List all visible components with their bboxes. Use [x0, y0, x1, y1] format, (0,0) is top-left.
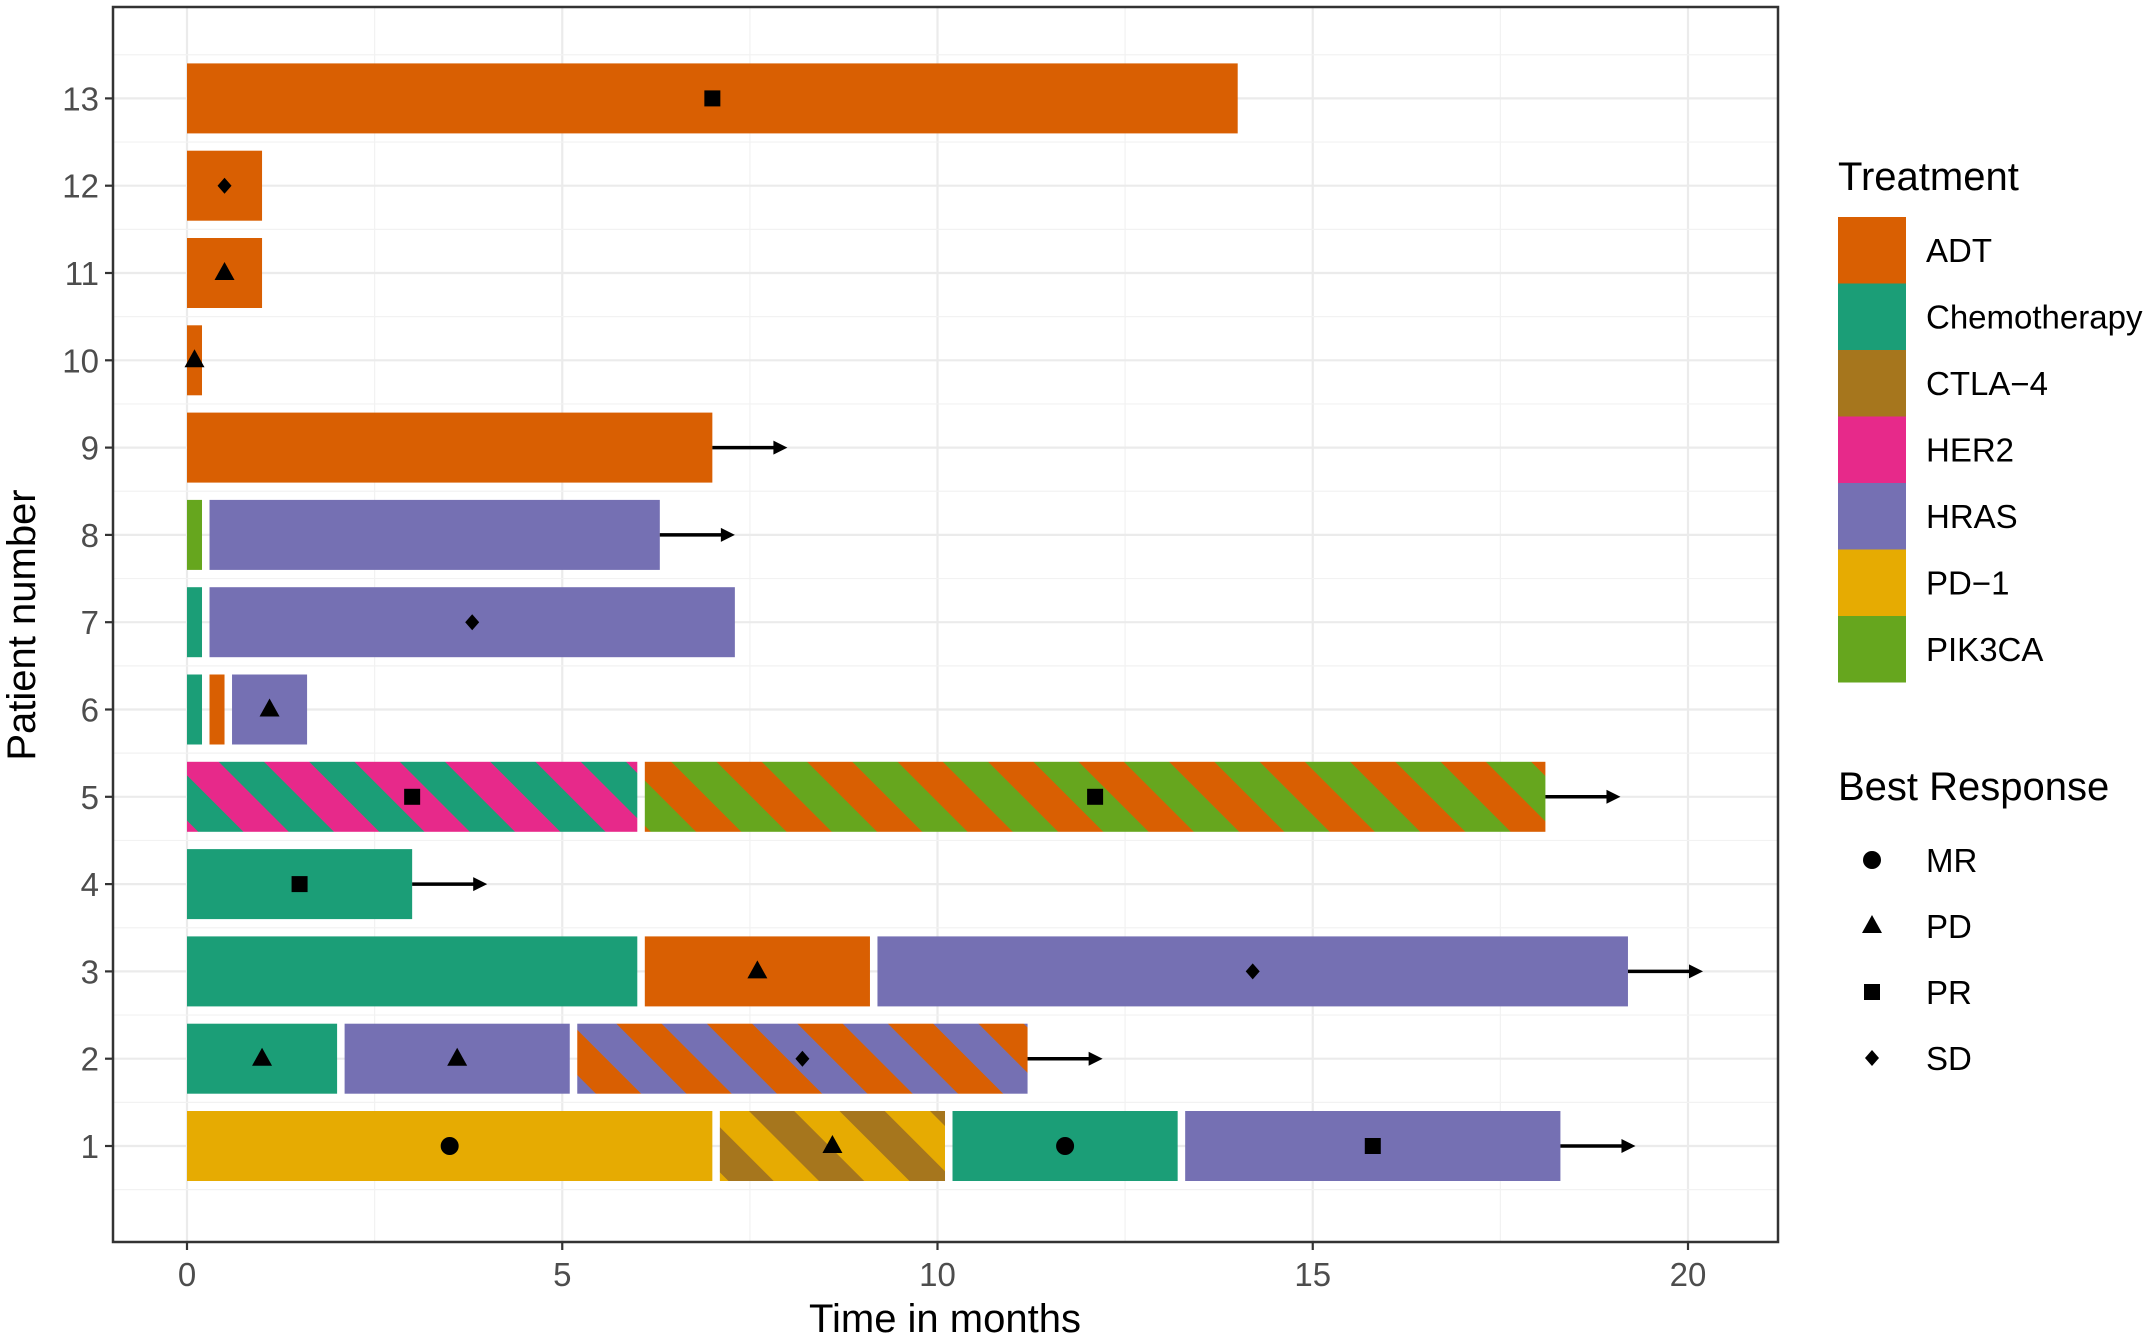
- marker-pd-patient-2: [447, 1047, 468, 1066]
- legend-label-adt: ADT: [1926, 232, 1992, 269]
- ongoing-arrowhead-patient-9: [773, 440, 788, 455]
- legend-marker-pr: [1864, 984, 1880, 1000]
- y-tick-label-8: 8: [81, 517, 99, 554]
- response-legend-title: Best Response: [1838, 765, 2109, 809]
- legend-label-mr: MR: [1926, 842, 1977, 879]
- marker-pr-patient-1: [1364, 1138, 1381, 1154]
- marker-pd-patient-10: [184, 349, 205, 368]
- response-markers: [184, 90, 1704, 1155]
- x-tick-label-20: 20: [1670, 1256, 1707, 1293]
- legend-marker-sd: [1865, 1050, 1879, 1066]
- ongoing-arrowhead-patient-4: [473, 877, 488, 892]
- marker-pr-patient-5: [404, 788, 421, 805]
- legend-swatch-her2: [1838, 416, 1906, 483]
- legend-marker-mr: [1863, 851, 1881, 869]
- y-tick-label-7: 7: [81, 604, 99, 641]
- marker-pd-patient-2: [252, 1047, 273, 1066]
- y-tick-label-12: 12: [62, 168, 99, 205]
- y-tick-label-9: 9: [81, 430, 99, 467]
- y-axis-title: Patient number: [0, 489, 44, 760]
- y-tick-label-6: 6: [81, 692, 99, 729]
- legend-swatch-chemotherapy: [1838, 283, 1906, 350]
- legend-label-ctla-4: CTLA−4: [1926, 365, 2048, 402]
- marker-sd-patient-12: [217, 177, 232, 194]
- legend-label-pik3ca: PIK3CA: [1926, 631, 2043, 668]
- marker-pr-patient-5: [1087, 788, 1104, 805]
- x-tick-label-10: 10: [919, 1256, 956, 1293]
- ongoing-arrowhead-patient-1: [1621, 1139, 1636, 1153]
- marker-sd-patient-2: [795, 1050, 810, 1067]
- y-tick-label-5: 5: [81, 779, 99, 816]
- bar-patient-6-segment-2: [209, 674, 225, 745]
- marker-pd-patient-3: [747, 960, 768, 979]
- bar-patient-8-segment-1: [187, 499, 203, 570]
- y-tick-label-11: 11: [65, 255, 99, 292]
- legend-swatch-adt: [1838, 217, 1906, 284]
- ongoing-arrowhead-patient-2: [1088, 1051, 1103, 1066]
- bar-patient-8-segment-2: [209, 499, 660, 570]
- marker-mr-patient-1: [440, 1137, 459, 1155]
- treatment-legend-title: Treatment: [1838, 155, 2019, 199]
- ongoing-arrowhead-patient-3: [1689, 964, 1704, 979]
- marker-pd-patient-1: [822, 1135, 843, 1153]
- y-tick-label-4: 4: [81, 866, 99, 903]
- bar-patient-7-segment-1: [187, 587, 203, 658]
- marker-pd-patient-6: [259, 698, 280, 717]
- marker-sd-patient-3: [1245, 963, 1260, 980]
- x-axis-title: Time in months: [809, 1297, 1081, 1340]
- marker-mr-patient-1: [1056, 1137, 1075, 1155]
- y-tick-label-1: 1: [81, 1128, 99, 1165]
- y-tick-label-13: 13: [62, 80, 99, 117]
- marker-sd-patient-7: [465, 614, 480, 631]
- bar-patient-6-segment-1: [187, 674, 203, 745]
- marker-pr-patient-4: [291, 876, 308, 893]
- bar-patient-3-segment-1: [187, 936, 638, 1007]
- y-tick-label-3: 3: [81, 953, 99, 990]
- legend: Treatment ADT Chemotherapy CTLA−4 HER2 HRAS PD…: [1838, 155, 2143, 1077]
- grid: [113, 7, 1778, 1242]
- x-tick-label-0: 0: [178, 1256, 196, 1293]
- legend-label-sd: SD: [1926, 1040, 1972, 1077]
- legend-label-chemotherapy: Chemotherapy: [1926, 299, 2143, 336]
- legend-marker-pd: [1862, 915, 1882, 933]
- legend-swatch-pik3ca: [1838, 616, 1906, 683]
- ongoing-arrowhead-patient-8: [720, 527, 735, 542]
- y-tick-label-2: 2: [81, 1041, 99, 1078]
- legend-swatch-pd-1: [1838, 549, 1906, 616]
- marker-pr-patient-13: [704, 90, 721, 107]
- legend-label-pr: PR: [1926, 974, 1972, 1011]
- panel-border: [111, 5, 1780, 1244]
- legend-label-her2: HER2: [1926, 432, 2014, 469]
- y-tick-label-10: 10: [62, 342, 99, 379]
- bars: [187, 63, 1628, 1181]
- marker-pd-patient-11: [214, 262, 235, 280]
- legend-label-hras: HRAS: [1926, 498, 2018, 535]
- legend-swatch-hras: [1838, 483, 1906, 550]
- legend-label-pd-1: PD−1: [1926, 565, 2009, 602]
- x-tick-label-15: 15: [1294, 1256, 1331, 1293]
- legend-label-pd: PD: [1926, 908, 1972, 945]
- legend-swatch-ctla-4: [1838, 350, 1906, 417]
- ongoing-arrowhead-patient-5: [1606, 789, 1621, 804]
- bar-patient-9-segment-1: [187, 412, 713, 483]
- x-tick-label-5: 5: [553, 1256, 571, 1293]
